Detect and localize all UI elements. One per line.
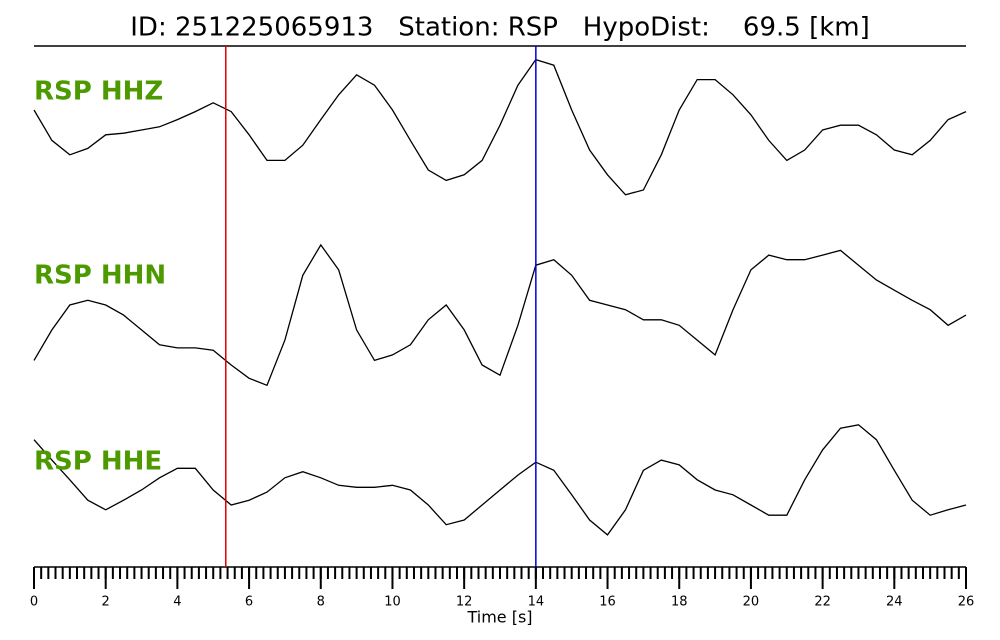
x-tick-label: 20 bbox=[743, 595, 760, 610]
waveform bbox=[33, 58, 967, 196]
x-tick-label: 12 bbox=[456, 595, 473, 610]
x-tick-label: 8 bbox=[317, 595, 325, 610]
x-tick-label: 10 bbox=[384, 595, 401, 610]
chart-title: ID: 251225065913 Station: RSP HypoDist: … bbox=[130, 13, 870, 43]
trace-label: RSP HHE bbox=[34, 447, 162, 477]
x-tick-label: 4 bbox=[173, 595, 181, 610]
waveform bbox=[33, 424, 967, 536]
x-tick-label: 16 bbox=[599, 595, 616, 610]
x-tick-label: 6 bbox=[245, 595, 253, 610]
x-axis-label: Time [s] bbox=[466, 608, 532, 627]
trace-label: RSP HHN bbox=[34, 261, 166, 291]
waveform bbox=[33, 243, 967, 387]
x-tick-label: 2 bbox=[102, 595, 110, 610]
x-tick-label: 22 bbox=[814, 595, 831, 610]
x-tick-label: 0 bbox=[30, 595, 38, 610]
x-tick-label: 18 bbox=[671, 595, 688, 610]
x-tick-label: 26 bbox=[958, 595, 975, 610]
x-tick-label: 14 bbox=[528, 595, 545, 610]
trace-label: RSP HHZ bbox=[34, 77, 163, 107]
x-tick-label: 24 bbox=[886, 595, 903, 610]
